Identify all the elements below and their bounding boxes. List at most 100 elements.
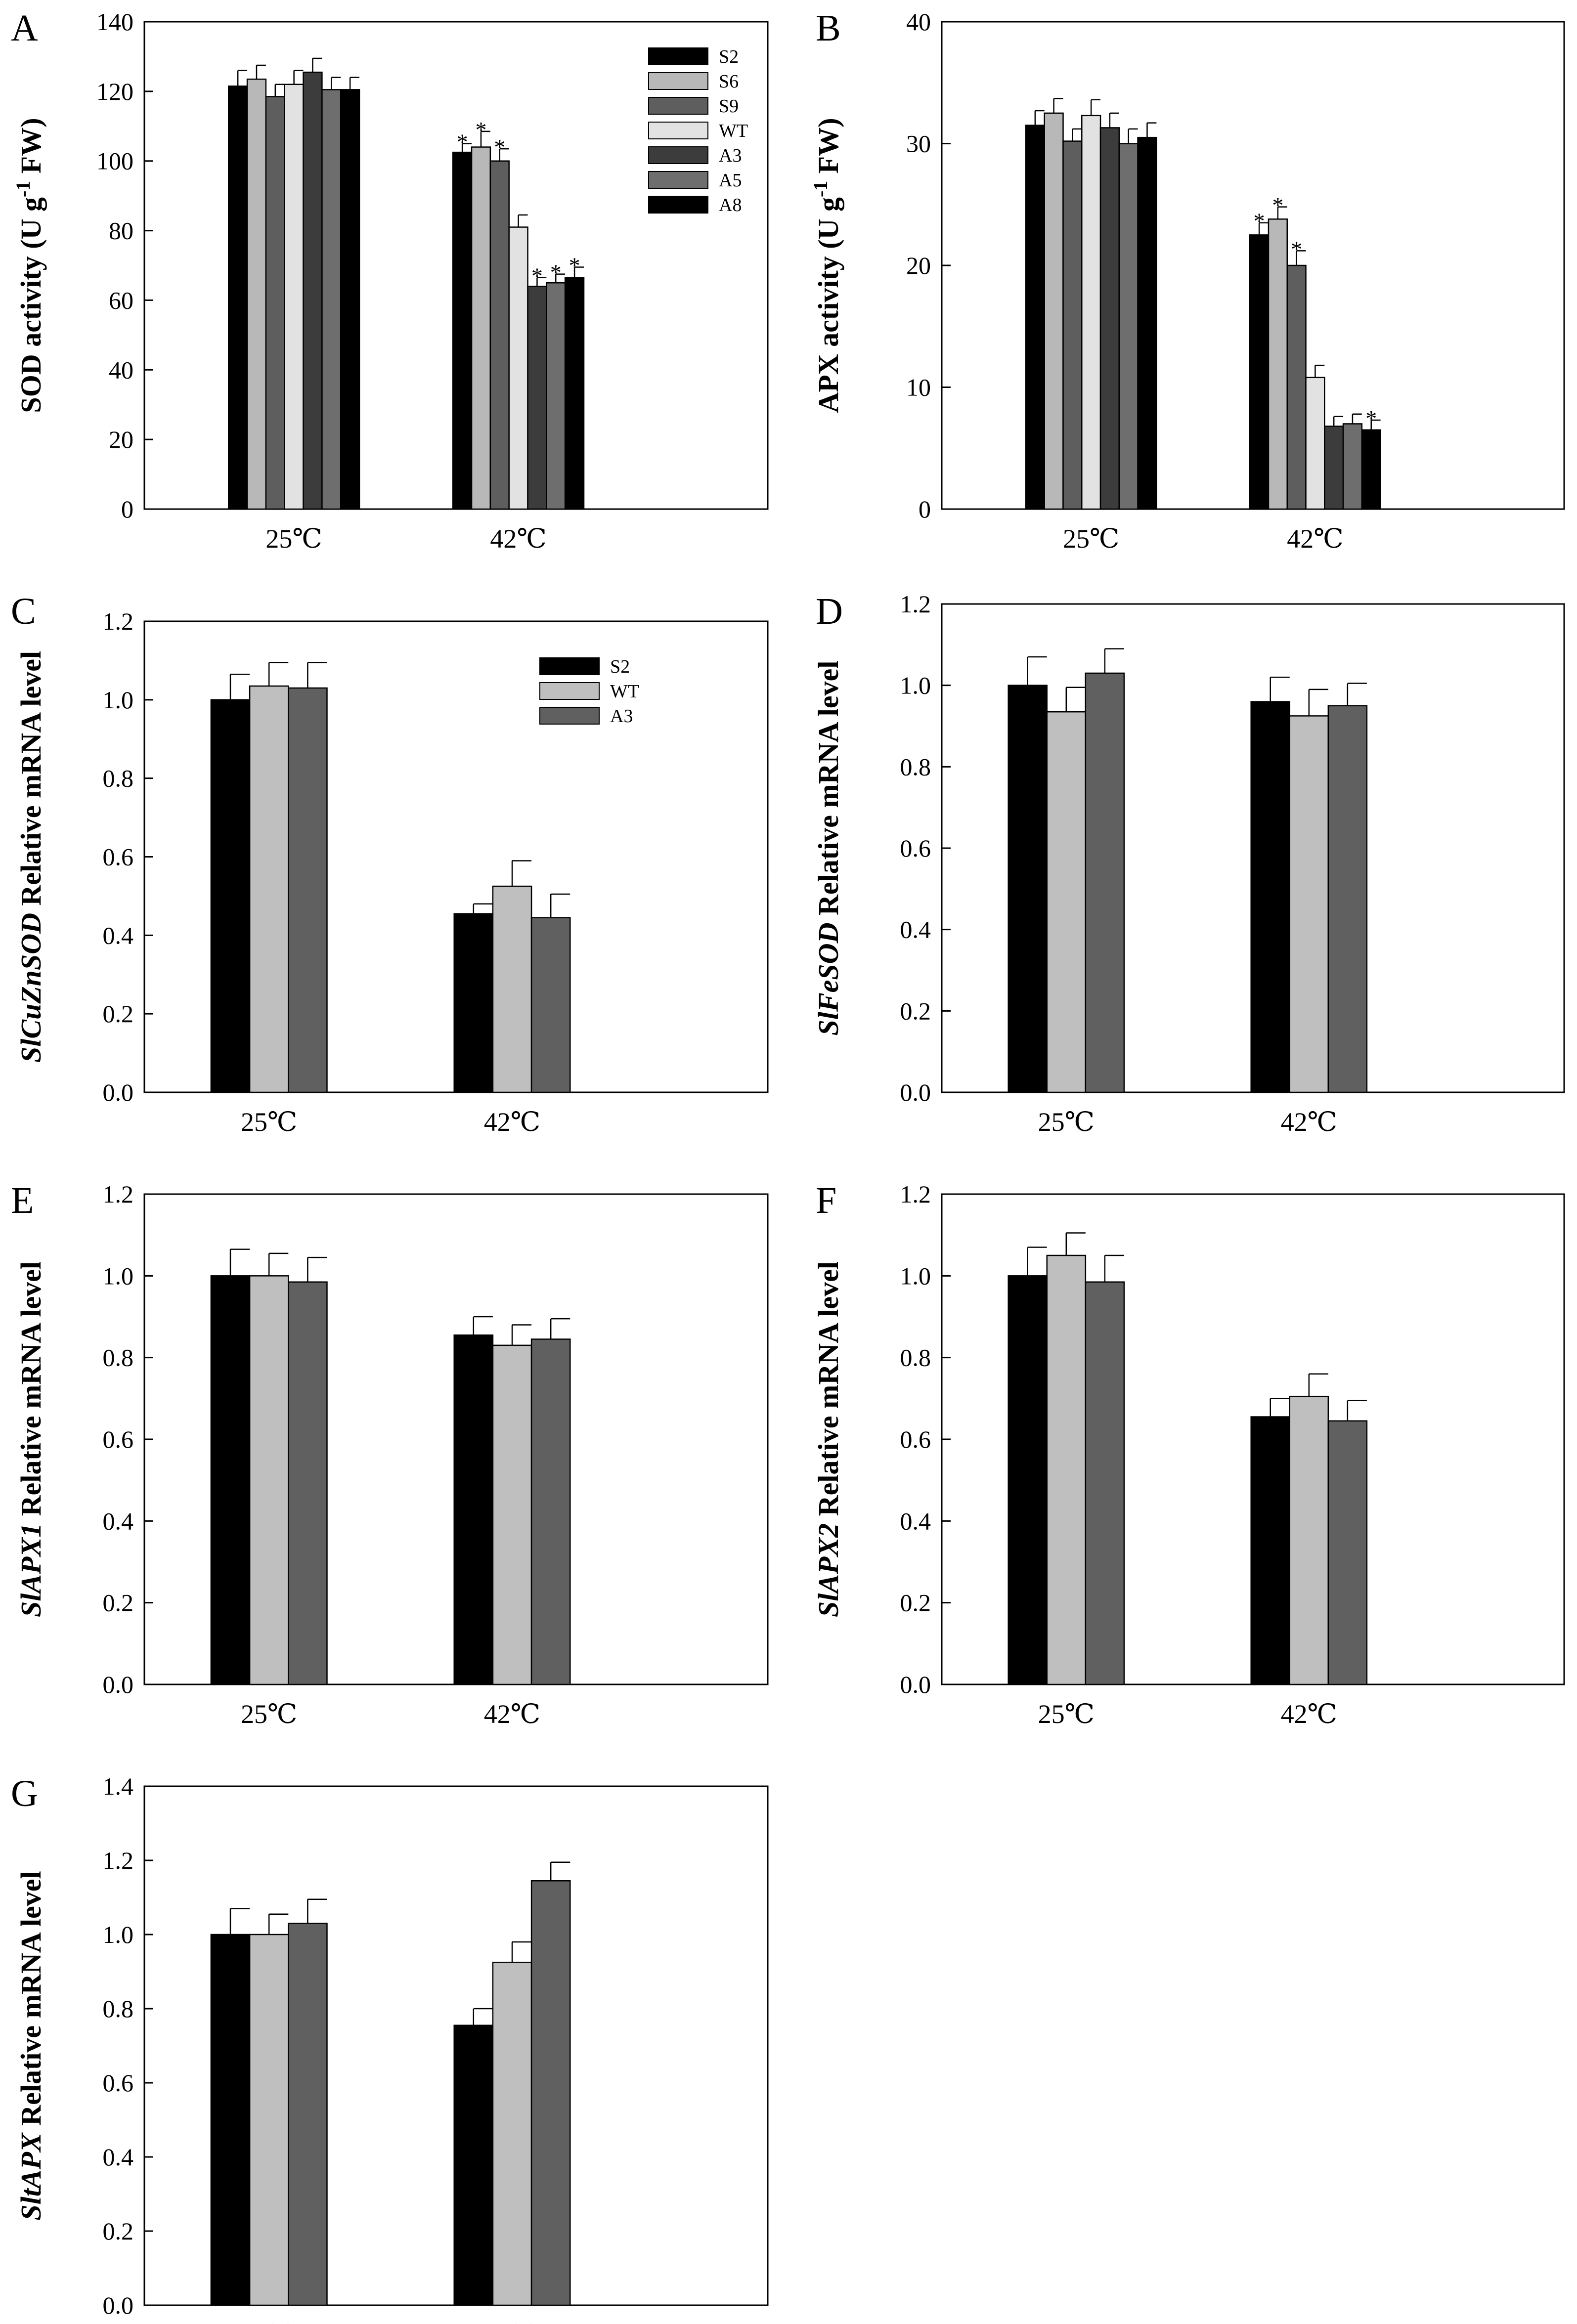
bar-a3	[527, 286, 547, 510]
y-tick-label: 0.2	[103, 1000, 134, 1028]
y-tick-label: 0.0	[103, 2291, 134, 2319]
y-axis-title-part: FW)	[812, 118, 844, 180]
legend-label: S2	[610, 656, 630, 677]
x-category-label: 25℃	[1063, 524, 1119, 554]
y-axis-title-part: FW)	[15, 118, 47, 180]
bar-a5	[1342, 423, 1363, 510]
y-tick-label: 0.0	[900, 1671, 931, 1698]
x-category-label: 25℃	[241, 2320, 297, 2324]
y-tick-label: 1.2	[900, 590, 931, 618]
x-category-label: 42℃	[490, 524, 546, 554]
bar-wt	[1046, 1254, 1087, 1685]
y-tick-label: 0.6	[103, 2069, 134, 2097]
panel-letter: A	[11, 7, 38, 49]
x-category-label: 42℃	[1281, 1699, 1337, 1729]
bar-wt	[492, 1344, 532, 1685]
bar-wt	[492, 1962, 532, 2306]
bar-a3	[1324, 426, 1344, 510]
x-category-label: 25℃	[265, 524, 322, 554]
legend-swatch-s6	[648, 72, 708, 90]
y-tick-label: 0.8	[900, 1344, 931, 1372]
bar-s2	[453, 1334, 494, 1685]
y-axis-title-part: Relative mRNA level	[812, 1261, 844, 1523]
x-category-label: 25℃	[1038, 1699, 1095, 1729]
y-tick-label: 1.0	[103, 1921, 134, 1948]
significance-marker: *	[531, 263, 543, 289]
bar-wt	[249, 1275, 289, 1685]
bar-a5	[321, 89, 342, 510]
bar-wt	[249, 685, 289, 1093]
legend-swatch-wt	[648, 122, 708, 139]
x-category-label: 42℃	[484, 1699, 540, 1729]
y-tick-label: 0.2	[103, 2217, 134, 2245]
legend-swatch-s2	[648, 47, 708, 65]
bar-a8	[1137, 136, 1157, 510]
y-tick-label: 0	[121, 495, 133, 523]
legend-swatch-a3	[539, 707, 600, 725]
bar-s2	[1008, 1275, 1048, 1685]
bar-s6	[246, 78, 267, 510]
legend-swatch-s9	[648, 97, 708, 115]
y-tick-label: 0.0	[103, 1078, 134, 1106]
x-category-label: 25℃	[241, 1107, 297, 1137]
y-tick-label: 20	[109, 426, 133, 453]
bar-wt	[249, 1934, 289, 2306]
y-tick-label: 1.2	[103, 1847, 134, 1874]
bar-s6	[1044, 112, 1064, 510]
x-category-label: 42℃	[484, 2320, 540, 2324]
bar-s2	[1250, 701, 1291, 1093]
y-axis-title-part: SlCuZnSOD	[15, 913, 47, 1063]
bar-a3	[1327, 705, 1368, 1093]
bar-s2	[1008, 685, 1048, 1093]
panel-letter: D	[816, 591, 843, 632]
significance-marker: *	[494, 134, 505, 160]
y-tick-label: 1.0	[900, 672, 931, 699]
significance-marker: *	[1254, 209, 1265, 234]
y-tick-label: 0.6	[103, 1425, 134, 1453]
y-tick-label: 0	[919, 495, 931, 523]
bar-s2	[210, 1275, 251, 1685]
y-tick-label: 0.6	[900, 1425, 931, 1453]
legend-label: A5	[719, 170, 742, 191]
x-category-label: 42℃	[484, 1107, 540, 1137]
x-category-label: 25℃	[241, 1699, 297, 1729]
panel-letter: G	[11, 1773, 38, 1814]
y-tick-label: 0.2	[103, 1589, 134, 1617]
bar-a5	[1118, 143, 1139, 510]
y-tick-label: 0.8	[900, 753, 931, 780]
bar-s6	[1268, 218, 1288, 510]
y-tick-label: 1.2	[103, 1180, 134, 1208]
bar-s2	[452, 151, 473, 510]
bar-s2	[1025, 125, 1045, 510]
y-axis-title: SlFeSOD Relative mRNA level	[812, 661, 844, 1036]
panel-letter: E	[11, 1180, 34, 1221]
bar-s9	[265, 96, 285, 510]
y-axis-title: SlAPX2 Relative mRNA level	[812, 1261, 844, 1617]
bar-a3	[303, 71, 323, 510]
y-tick-label: 1.2	[900, 1180, 931, 1208]
y-tick-label: 30	[906, 130, 931, 158]
y-tick-label: 0.4	[900, 1507, 931, 1535]
bar-a3	[1085, 672, 1125, 1093]
y-tick-label: 0.8	[103, 1995, 134, 2023]
bar-wt	[1305, 377, 1325, 510]
significance-marker: *	[550, 260, 562, 285]
y-tick-label: 10	[906, 374, 931, 401]
chart-panel-b: B 0 10 20 30 40 APX activity (U g-1 FW) 25℃ 42℃ *…	[809, 7, 1565, 554]
bar-s2	[227, 86, 248, 510]
bar-a5	[546, 282, 566, 510]
y-tick-label: 0.2	[900, 997, 931, 1025]
y-axis-title-part: SOD activity (U g	[15, 197, 47, 413]
bar-a3	[288, 1281, 328, 1685]
bar-a3	[1327, 1420, 1368, 1685]
y-tick-label: 0.8	[103, 1344, 134, 1372]
bar-s2	[453, 2024, 494, 2306]
y-axis-title-part: APX activity (U g	[812, 197, 844, 413]
bar-s9	[1286, 264, 1307, 510]
bar-s9	[489, 160, 510, 510]
x-category-label: 25℃	[1038, 1107, 1095, 1137]
significance-marker: *	[1365, 406, 1377, 431]
y-tick-label: 0.4	[103, 1507, 134, 1535]
y-tick-label: 40	[906, 8, 931, 36]
bar-a8	[1361, 429, 1381, 510]
